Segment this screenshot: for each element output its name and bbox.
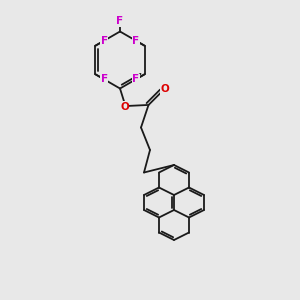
Text: F: F	[132, 74, 139, 84]
Text: F: F	[132, 36, 139, 46]
Text: F: F	[101, 36, 108, 46]
Text: O: O	[120, 101, 129, 112]
Text: O: O	[160, 84, 169, 94]
Text: F: F	[101, 74, 108, 84]
Text: F: F	[116, 16, 124, 26]
